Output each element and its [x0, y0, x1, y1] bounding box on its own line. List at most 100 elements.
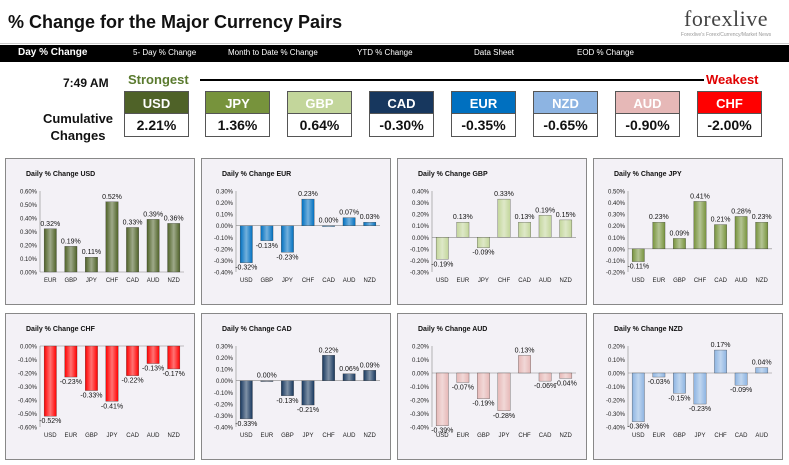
weakest-label: Weakest — [706, 72, 759, 87]
chart-panel-5: Daily % Change CHF 0.00% -0.10% -0.20% -0.30… — [5, 313, 195, 460]
x-tick-label: EUR — [653, 433, 666, 439]
x-tick-label: JPY — [694, 433, 705, 439]
bar-chart: Daily % Change JPY 0.50% 0.40% 0.30% 0.20% 0.… — [606, 171, 772, 284]
logo-text: forexlive — [684, 6, 768, 31]
bar — [652, 372, 666, 378]
bar — [167, 223, 181, 273]
y-tick-label: 0.10% — [608, 358, 626, 364]
data-label: 0.33% — [123, 219, 143, 226]
bar — [559, 372, 573, 379]
y-tick-label: 0.30% — [608, 213, 626, 219]
currency-code: GBP — [287, 91, 352, 114]
data-label: 0.19% — [535, 207, 555, 214]
x-tick-label: CAD — [518, 278, 531, 284]
x-tick-label: NZD — [364, 278, 377, 284]
y-tick-label: -0.40% — [410, 426, 430, 432]
bar — [301, 380, 315, 406]
nav-ytd-change[interactable]: YTD % Change — [357, 48, 413, 57]
x-tick-label: EUR — [457, 278, 470, 284]
data-label: -0.36% — [627, 424, 649, 431]
bar — [518, 222, 531, 238]
y-tick-label: 0.40% — [412, 190, 430, 196]
data-label: 0.00% — [319, 218, 339, 225]
data-label: 0.22% — [319, 347, 339, 354]
bar — [281, 225, 294, 253]
data-label: -0.32% — [235, 265, 257, 272]
y-tick-label: -0.10% — [214, 391, 234, 397]
x-tick-label: AUD — [539, 278, 552, 284]
y-tick-label: -0.10% — [214, 236, 234, 242]
x-tick-label: CHF — [498, 278, 511, 284]
x-tick-label: USD — [632, 433, 645, 439]
bar — [85, 257, 98, 273]
x-tick-label: GBP — [281, 433, 294, 439]
data-label: 0.03% — [360, 214, 380, 221]
bar-chart: Daily % Change CAD 0.30% 0.20% 0.10% 0.00% -0… — [214, 326, 380, 439]
x-tick-label: CAD — [322, 278, 335, 284]
x-tick-label: JPY — [282, 278, 293, 284]
bar — [714, 349, 727, 374]
currency-cell-usd: USD 2.21% — [124, 91, 189, 137]
data-label: 0.17% — [711, 342, 731, 349]
data-label: 0.00% — [257, 373, 277, 380]
bar — [518, 355, 531, 374]
y-tick-label: -0.20% — [606, 399, 626, 405]
strength-line — [200, 79, 704, 81]
nav-5day-change[interactable]: 5- Day % Change — [133, 48, 197, 57]
y-tick-label: -0.10% — [410, 247, 430, 253]
x-tick-label: CAD — [735, 433, 748, 439]
currency-cell-eur: EUR -0.35% — [451, 91, 516, 137]
y-tick-label: 0.20% — [608, 224, 626, 230]
x-tick-label: EUR — [261, 433, 274, 439]
data-label: -0.33% — [235, 421, 257, 428]
x-tick-label: EUR — [65, 433, 78, 439]
y-tick-label: -0.30% — [18, 385, 38, 391]
y-tick-label: -0.40% — [606, 426, 626, 432]
bar — [631, 248, 645, 262]
data-label: -0.41% — [101, 403, 123, 410]
x-tick-label: JPY — [498, 433, 509, 439]
currency-code: JPY — [205, 91, 270, 114]
forexlive-logo[interactable]: forexlive Forexlive's Forex/Currency/Mar… — [671, 6, 781, 40]
bar — [239, 225, 253, 263]
data-label: 0.04% — [752, 360, 772, 367]
y-tick-label: -0.40% — [214, 271, 234, 277]
x-tick-label: AUD — [755, 433, 768, 439]
currency-cell-chf: CHF -2.00% — [697, 91, 762, 137]
nav-day-change[interactable]: Day % Change — [18, 47, 88, 58]
y-tick-label: 0.10% — [412, 224, 430, 230]
data-label: 0.36% — [164, 215, 184, 222]
bar — [755, 222, 769, 250]
currency-cell-jpy: JPY 1.36% — [205, 91, 270, 137]
y-tick-label: -0.20% — [214, 247, 234, 253]
data-label: -0.28% — [493, 413, 515, 420]
bar — [43, 228, 57, 273]
bar — [64, 246, 78, 273]
nav-eod-change[interactable]: EOD % Change — [577, 48, 634, 57]
x-tick-label: NZD — [756, 278, 769, 284]
currency-change: 0.64% — [287, 114, 352, 137]
data-label: 0.19% — [61, 238, 81, 245]
y-tick-label: -0.20% — [606, 271, 626, 277]
bar-chart: Daily % Change AUD 0.20% 0.10% 0.00% -0.10% -… — [410, 326, 577, 439]
chart-title: Daily % Change CHF — [26, 326, 96, 333]
data-label: -0.04% — [555, 380, 577, 387]
bar — [652, 222, 666, 250]
bar — [146, 219, 160, 273]
bar — [260, 225, 274, 241]
data-label: -0.13% — [256, 243, 278, 250]
x-tick-label: USD — [240, 278, 253, 284]
y-tick-label: 0.60% — [20, 190, 38, 196]
bar — [497, 198, 511, 238]
bar — [693, 372, 707, 405]
bar-chart: Daily % Change EUR 0.30% 0.20% 0.10% 0.00% -0… — [214, 171, 380, 284]
y-tick-label: 0.00% — [20, 345, 38, 351]
bar — [559, 219, 573, 238]
data-label: -0.39% — [431, 428, 453, 435]
x-tick-label: CAD — [714, 278, 727, 284]
nav-month-to-date[interactable]: Month to Date % Change — [228, 48, 318, 57]
nav-data-sheet[interactable]: Data Sheet — [474, 48, 515, 57]
y-tick-label: 0.00% — [608, 372, 626, 378]
y-tick-label: -0.40% — [214, 426, 234, 432]
x-tick-label: USD — [632, 278, 645, 284]
